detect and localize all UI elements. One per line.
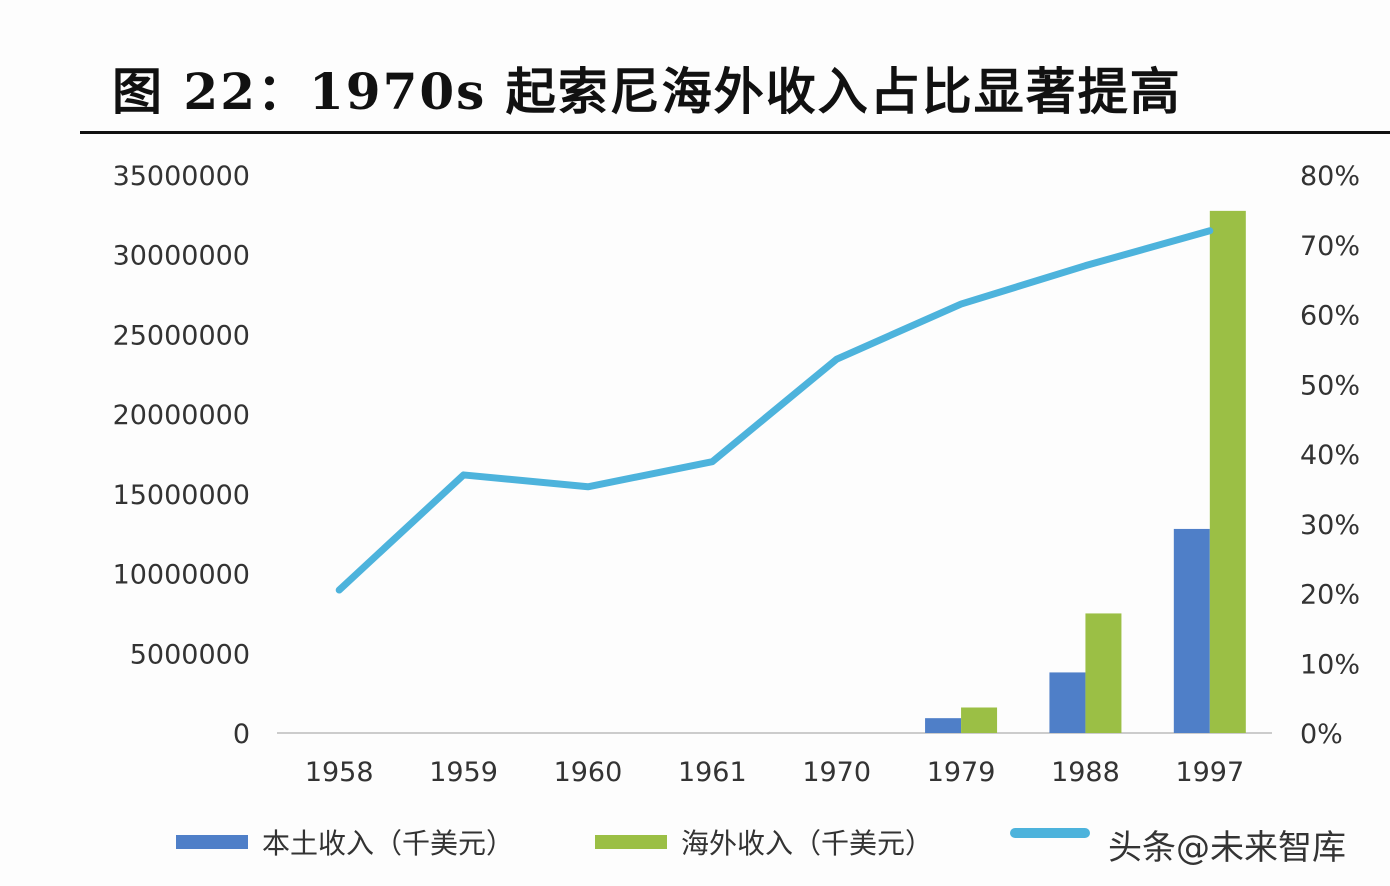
y-left-tick-label: 5000000: [130, 639, 250, 670]
title-rule: [80, 131, 1390, 134]
y-left-tick-label: 30000000: [113, 241, 250, 272]
y-right-tick-label: 80%: [1300, 161, 1360, 192]
bar-domestic-1988: [1049, 672, 1086, 733]
legend-swatch-ratio: [1010, 828, 1090, 838]
y-left-tick-label: 0: [233, 719, 250, 750]
y-left-tick-label: 35000000: [113, 161, 250, 192]
x-tick-label: 1997: [1175, 757, 1244, 788]
x-tick-label: 1959: [429, 757, 498, 788]
x-tick-label: 1988: [1051, 757, 1120, 788]
y-right-tick-label: 70%: [1300, 231, 1360, 262]
chart-title: 图 22：1970s 起索尼海外收入占比显著提高: [112, 62, 1182, 121]
x-tick-label: 1961: [678, 757, 747, 788]
y-left-tick-label: 20000000: [113, 400, 250, 431]
bar-domestic-1997: [1173, 528, 1210, 733]
y-right-tick-label: 0%: [1300, 719, 1343, 750]
x-tick-label: 1970: [802, 757, 871, 788]
legend-swatch-overseas: [595, 835, 667, 849]
legend-item-domestic: 本土收入（千美元）: [176, 822, 514, 862]
y-left-tick-label: 15000000: [113, 480, 250, 511]
y-left-tick-label: 25000000: [113, 320, 250, 351]
y-right-tick-label: 30%: [1300, 510, 1360, 541]
bar-domestic-1979: [925, 718, 962, 733]
x-tick-label: 1958: [305, 757, 374, 788]
y-right-tick-label: 60%: [1300, 301, 1360, 332]
bar-overseas-1988: [1085, 613, 1122, 733]
legend-item-overseas: 海外收入（千美元）: [595, 822, 933, 862]
legend-swatch-domestic: [176, 835, 248, 849]
y-left-tick-label: 10000000: [113, 560, 250, 591]
y-right-tick-label: 40%: [1300, 440, 1360, 471]
bar-overseas-1997: [1209, 210, 1246, 733]
bar-overseas-1979: [961, 707, 998, 733]
legend-label-overseas: 海外收入（千美元）: [681, 827, 934, 860]
y-right-tick-label: 20%: [1300, 580, 1360, 611]
legend-item-ratio: [1010, 828, 1104, 838]
y-right-tick-label: 50%: [1300, 370, 1360, 401]
watermark: 头条@未来智库: [1108, 828, 1346, 868]
x-tick-label: 1960: [554, 757, 623, 788]
overseas-ratio-line: [335, 227, 1214, 594]
legend-label-domestic: 本土收入（千美元）: [262, 827, 515, 860]
y-right-tick-label: 10%: [1300, 649, 1360, 680]
x-tick-label: 1979: [927, 757, 996, 788]
